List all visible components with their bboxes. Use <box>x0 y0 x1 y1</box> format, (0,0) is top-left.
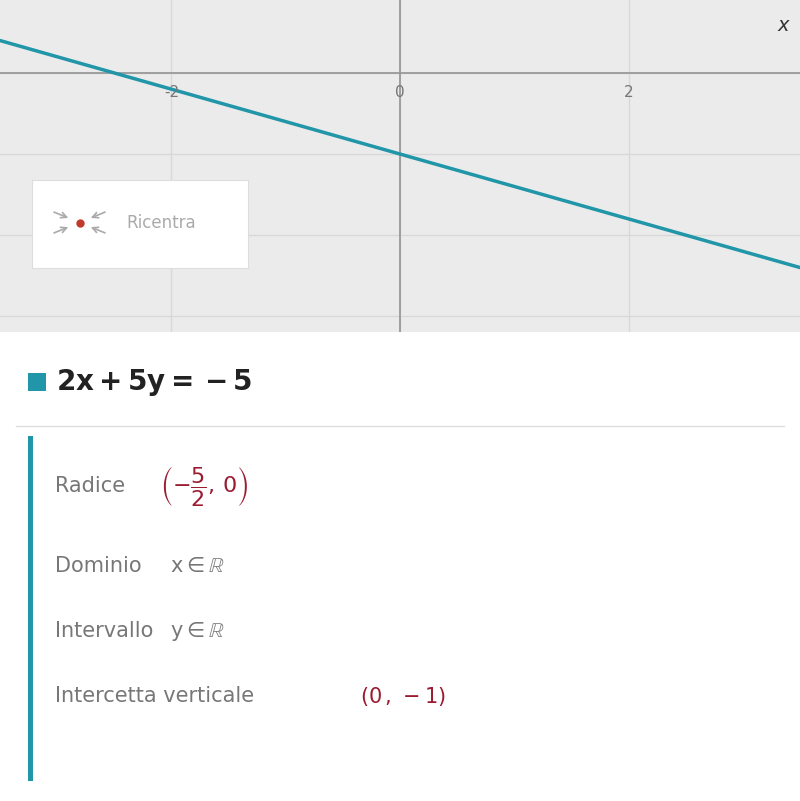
Text: $\left(-\dfrac{5}{2},\,0\right)$: $\left(-\dfrac{5}{2},\,0\right)$ <box>160 465 249 508</box>
FancyBboxPatch shape <box>317 336 483 349</box>
Text: Ricentra: Ricentra <box>126 214 197 231</box>
Text: $\mathbf{2x+5y=-5}$: $\mathbf{2x+5y=-5}$ <box>56 367 252 398</box>
Text: Radice: Radice <box>55 477 125 497</box>
Text: $(0\,,\,-1)$: $(0\,,\,-1)$ <box>360 685 446 708</box>
Text: -2: -2 <box>164 85 179 100</box>
Text: 2: 2 <box>624 85 634 100</box>
Text: 0: 0 <box>395 85 405 100</box>
Text: x$\in\mathbb{R}$: x$\in\mathbb{R}$ <box>170 557 225 577</box>
Text: Dominio: Dominio <box>55 557 142 577</box>
Text: Intercetta verticale: Intercetta verticale <box>55 686 254 706</box>
Text: Intervallo: Intervallo <box>55 622 154 642</box>
Bar <box>28 373 46 392</box>
Text: y$\in\mathbb{R}$: y$\in\mathbb{R}$ <box>170 620 225 643</box>
Bar <box>28 437 33 781</box>
Text: x: x <box>777 16 789 35</box>
